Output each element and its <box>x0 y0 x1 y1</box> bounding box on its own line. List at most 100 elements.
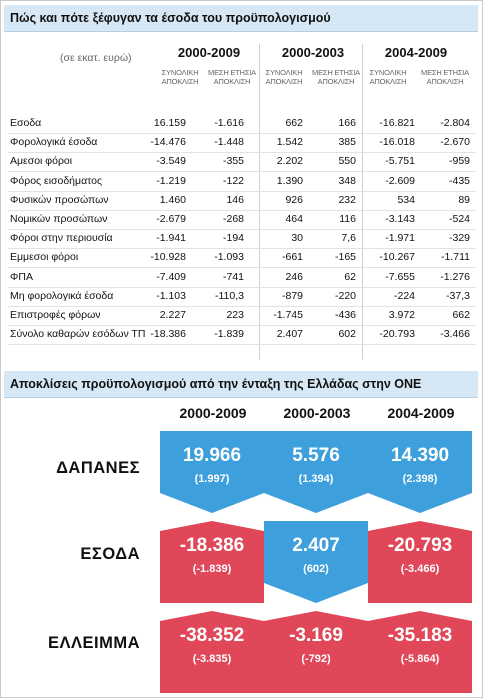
row-value: 146 <box>226 193 244 206</box>
row-value: -959 <box>448 155 470 168</box>
sub-header-avg-3: ΜΕΣΗ ΕΤΗΣΙΑ ΑΠΟΚΛΙΣΗ <box>421 68 469 86</box>
row-value: -110,3 <box>215 289 244 302</box>
cell-average-value: (-3.466) <box>400 563 440 575</box>
row-value: 926 <box>285 193 303 206</box>
period-header-2: 2000-2003 <box>281 45 345 60</box>
table-title-bar: Πώς και πότε ξέφυγαν τα έσοδα του προϋπο… <box>4 5 478 32</box>
row-value: 1.542 <box>276 136 303 149</box>
table-row: Εσοδα 16.159 -1.616 662 166 -16.821 -2.804 <box>8 114 476 134</box>
sub-header-total-2: ΣΥΝΟΛΙΚΗ ΑΠΟΚΛΙΣΗ <box>265 68 303 86</box>
row-value: -1.839 <box>214 328 244 341</box>
row-value: -436 <box>334 309 356 321</box>
row-value: 464 <box>285 213 303 225</box>
cell-average-value: (2.398) <box>402 473 438 485</box>
cell-average-value: (-792) <box>301 653 331 665</box>
row-value: -1.616 <box>214 117 244 129</box>
row-label: Αμεσοι φόροι <box>10 155 73 168</box>
cell-average-value: (1.997) <box>194 473 230 485</box>
row-value: 662 <box>285 117 303 129</box>
cell-average-value: (-5.864) <box>400 653 440 665</box>
table-row: Φορολογικά έσοδα -14.476 -1.448 1.542 385 -16… <box>8 133 476 154</box>
row-label: Φορολογικά έσοδα <box>10 136 98 149</box>
comparison-period-1: 2000-2009 <box>179 405 247 421</box>
cell-total-value: 19.966 <box>182 445 242 466</box>
row-value: -1.711 <box>441 251 470 264</box>
row-value: 166 <box>338 117 356 129</box>
sub-header-total-1: ΣΥΝΟΛΙΚΗ ΑΠΟΚΛΙΣΗ <box>161 68 199 86</box>
row-value: -2.609 <box>385 174 415 187</box>
comparison-period-3: 2004-2009 <box>387 405 455 421</box>
table-row: Φόρος εισοδήματος -1.219 -122 1.390 348 -2.60… <box>8 172 476 192</box>
row-label: ΦΠΑ <box>10 270 33 283</box>
row-label: Νομικών προσώπων <box>10 213 108 225</box>
table-row: Μη φορολογικά έσοδα -1.103 -110,3 -879 -220 -… <box>8 287 476 307</box>
comparison-title: Αποκλίσεις προϋπολογισμού από την ένταξη… <box>10 377 422 391</box>
table-row: Σύνολο καθαρών εσόδων ΤΠ -18.386 -1.839 2.4… <box>8 325 476 346</box>
row-value: -2.679 <box>156 213 186 225</box>
row-value: 2.227 <box>159 309 186 321</box>
row-label: Εμμεσοι φόροι <box>10 251 79 264</box>
row-value: -268 <box>222 213 244 225</box>
cell-total-value: 5.576 <box>292 445 340 466</box>
row-value: -224 <box>393 289 415 302</box>
row-value: -1.971 <box>385 232 415 245</box>
comparison-row-label: ΕΣΟΔΑ <box>80 545 140 563</box>
row-value: 1.460 <box>159 193 186 206</box>
row-value: 246 <box>285 270 303 283</box>
row-value: -1.941 <box>156 232 186 245</box>
row-value: 223 <box>226 309 244 321</box>
table-row: Επιστροφές φόρων 2.227 223 -1.745 -436 3.972 6… <box>8 306 476 326</box>
row-value: -2.670 <box>440 136 470 149</box>
row-value: 385 <box>338 136 356 149</box>
row-value: -3.549 <box>156 155 186 168</box>
row-label: Φυσικών προσώπων <box>10 193 109 206</box>
hexagon-cell: -35.183 (-5.864) <box>368 611 472 693</box>
hexagon-cell: -18.386 (-1.839) <box>160 521 264 603</box>
cell-total-value: -35.183 <box>387 625 453 646</box>
hexagon-cell: -38.352 (-3.835) <box>160 611 264 693</box>
comparison-title-bar: Αποκλίσεις προϋπολογισμού από την ένταξη… <box>4 371 478 398</box>
row-value: -20.793 <box>379 328 415 341</box>
row-value: -18.386 <box>150 328 186 341</box>
period-header-3: 2004-2009 <box>384 45 448 60</box>
row-label: Φόροι στην περιουσία <box>10 232 113 245</box>
cell-total-value: -38.352 <box>179 625 245 646</box>
comparison-period-2: 2000-2003 <box>283 405 351 421</box>
hexagon-cell: -20.793 (-3.466) <box>368 521 472 603</box>
row-value: -741 <box>222 270 244 283</box>
table-row: Αμεσοι φόροι -3.549 -355 2.202 550 -5.751 -959 <box>8 152 476 173</box>
hexagon-cell: 14.390 (2.398) <box>368 431 472 513</box>
row-value: 3.972 <box>388 309 415 321</box>
table-title: Πώς και πότε ξέφυγαν τα έσοδα του προϋπο… <box>10 11 331 25</box>
row-value: -1.093 <box>214 251 244 264</box>
row-value: -7.655 <box>385 270 415 283</box>
row-value: 348 <box>338 174 356 187</box>
row-value: 16.159 <box>153 117 186 129</box>
row-value: 232 <box>338 193 356 206</box>
row-label: Επιστροφές φόρων <box>10 309 101 321</box>
row-value: 2.407 <box>276 328 303 341</box>
cell-average-value: (1.394) <box>298 473 334 485</box>
row-value: -1.745 <box>273 309 303 321</box>
row-label: Φόρος εισοδήματος <box>10 174 103 187</box>
row-value: 2.202 <box>276 155 303 168</box>
row-value: -7.409 <box>156 270 186 283</box>
row-value: -3.466 <box>440 328 470 341</box>
row-value: -10.928 <box>150 251 186 264</box>
table-row: Φόροι στην περιουσία -1.941 -194 30 7,6 -1.97… <box>8 229 476 250</box>
row-value: -879 <box>281 289 303 302</box>
row-value: -37,3 <box>446 289 470 302</box>
column-divider <box>362 44 363 360</box>
cell-average-value: (602) <box>303 563 329 575</box>
comparison-row-label: ΕΛΛΕΙΜΜΑ <box>47 634 140 652</box>
row-label: Μη φορολογικά έσοδα <box>10 289 114 302</box>
row-value: -3.143 <box>385 213 415 225</box>
row-value: -1.448 <box>214 136 244 149</box>
cell-total-value: -3.169 <box>289 625 343 646</box>
comparison-row-label: ΔΑΠΑΝΕΣ <box>56 459 140 477</box>
sub-header-avg-2: ΜΕΣΗ ΕΤΗΣΙΑ ΑΠΟΚΛΙΣΗ <box>312 68 360 86</box>
row-value: 62 <box>344 270 356 283</box>
row-value: -435 <box>448 174 470 187</box>
row-value: -524 <box>448 213 470 225</box>
row-value: -16.018 <box>379 136 415 149</box>
